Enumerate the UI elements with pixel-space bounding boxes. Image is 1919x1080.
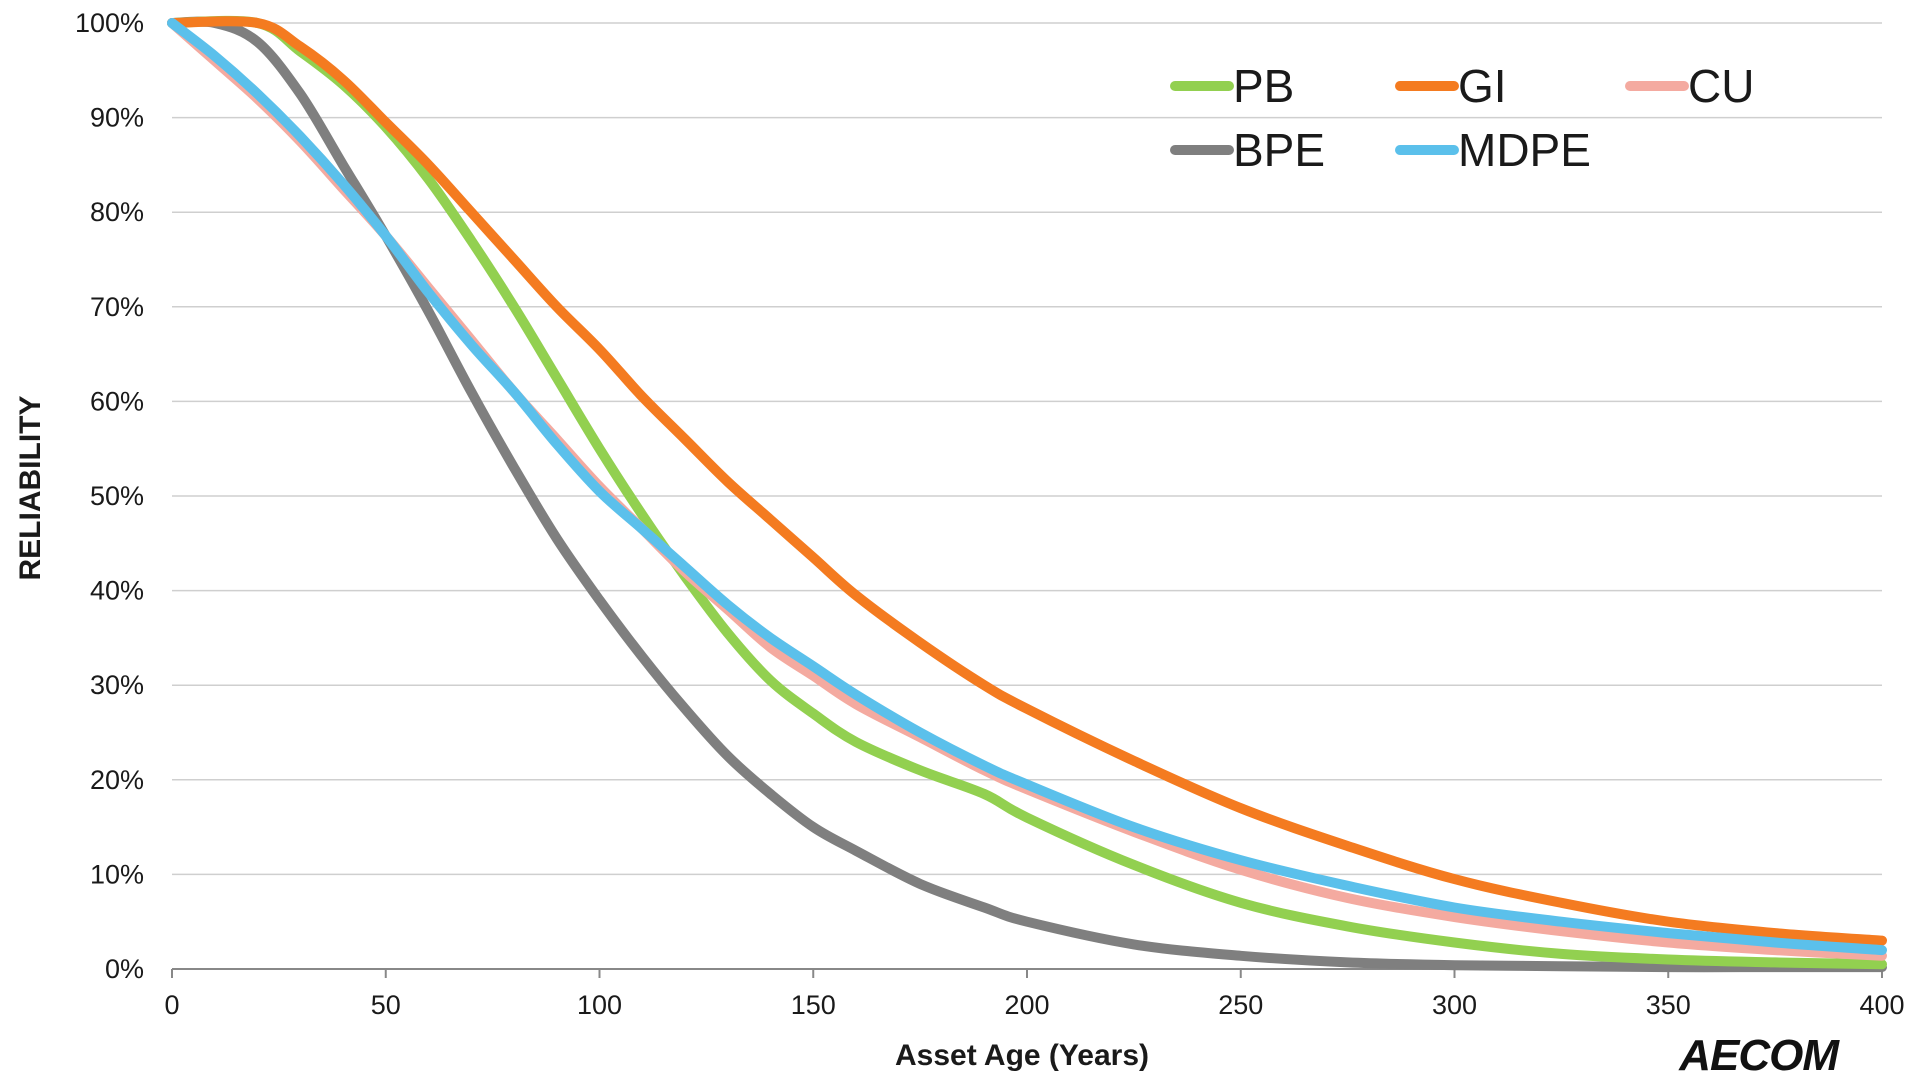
y-axis-title: RELIABILITY xyxy=(14,396,47,581)
series-line-mdpe xyxy=(167,18,1887,956)
y-tick-label: 30% xyxy=(90,670,144,700)
x-axis-title: Asset Age (Years) xyxy=(895,1039,1149,1072)
x-tick-label: 250 xyxy=(1218,990,1263,1020)
y-tick-label: 100% xyxy=(75,8,144,38)
x-tick-label: 100 xyxy=(577,990,622,1020)
legend: PB GI CU BPE MDPE xyxy=(1170,60,1754,176)
x-tick-label: 400 xyxy=(1859,990,1904,1020)
legend-label: GI xyxy=(1458,60,1507,112)
legend-item-bpe: BPE xyxy=(1170,124,1325,176)
x-tick-label: 350 xyxy=(1646,990,1691,1020)
legend-label: PB xyxy=(1233,60,1294,112)
x-tick-label: 300 xyxy=(1432,990,1477,1020)
y-tick-label: 50% xyxy=(90,481,144,511)
x-axis-ticks: 0 50 100 150 200 250 300 350 400 xyxy=(164,969,1905,1020)
legend-label: MDPE xyxy=(1458,124,1591,176)
x-tick-label: 0 xyxy=(164,990,179,1020)
x-tick-label: 200 xyxy=(1004,990,1049,1020)
legend-label: BPE xyxy=(1233,124,1325,176)
series-lines xyxy=(167,15,1887,973)
aecom-logo: AECOM xyxy=(1678,1031,1840,1080)
y-axis-ticks: 0% 10% 20% 30% 40% 50% 60% 70% 80% 90% 100% xyxy=(75,8,144,984)
y-tick-label: 20% xyxy=(90,765,144,795)
x-tick-label: 150 xyxy=(791,990,836,1020)
y-tick-label: 60% xyxy=(90,386,144,416)
x-tick-label: 50 xyxy=(371,990,401,1020)
y-tick-label: 0% xyxy=(105,954,144,984)
y-tick-label: 10% xyxy=(90,859,144,889)
legend-item-gi: GI xyxy=(1395,60,1507,112)
legend-item-cu: CU xyxy=(1625,60,1754,112)
y-tick-label: 40% xyxy=(90,576,144,606)
legend-item-mdpe: MDPE xyxy=(1395,124,1591,176)
series-line-pb xyxy=(167,15,1887,970)
y-tick-label: 70% xyxy=(90,292,144,322)
y-tick-label: 90% xyxy=(90,103,144,133)
y-tick-label: 80% xyxy=(90,197,144,227)
legend-item-pb: PB xyxy=(1170,60,1294,112)
legend-label: CU xyxy=(1688,60,1754,112)
series-line-gi xyxy=(167,16,1887,946)
gridlines xyxy=(172,22,1882,876)
